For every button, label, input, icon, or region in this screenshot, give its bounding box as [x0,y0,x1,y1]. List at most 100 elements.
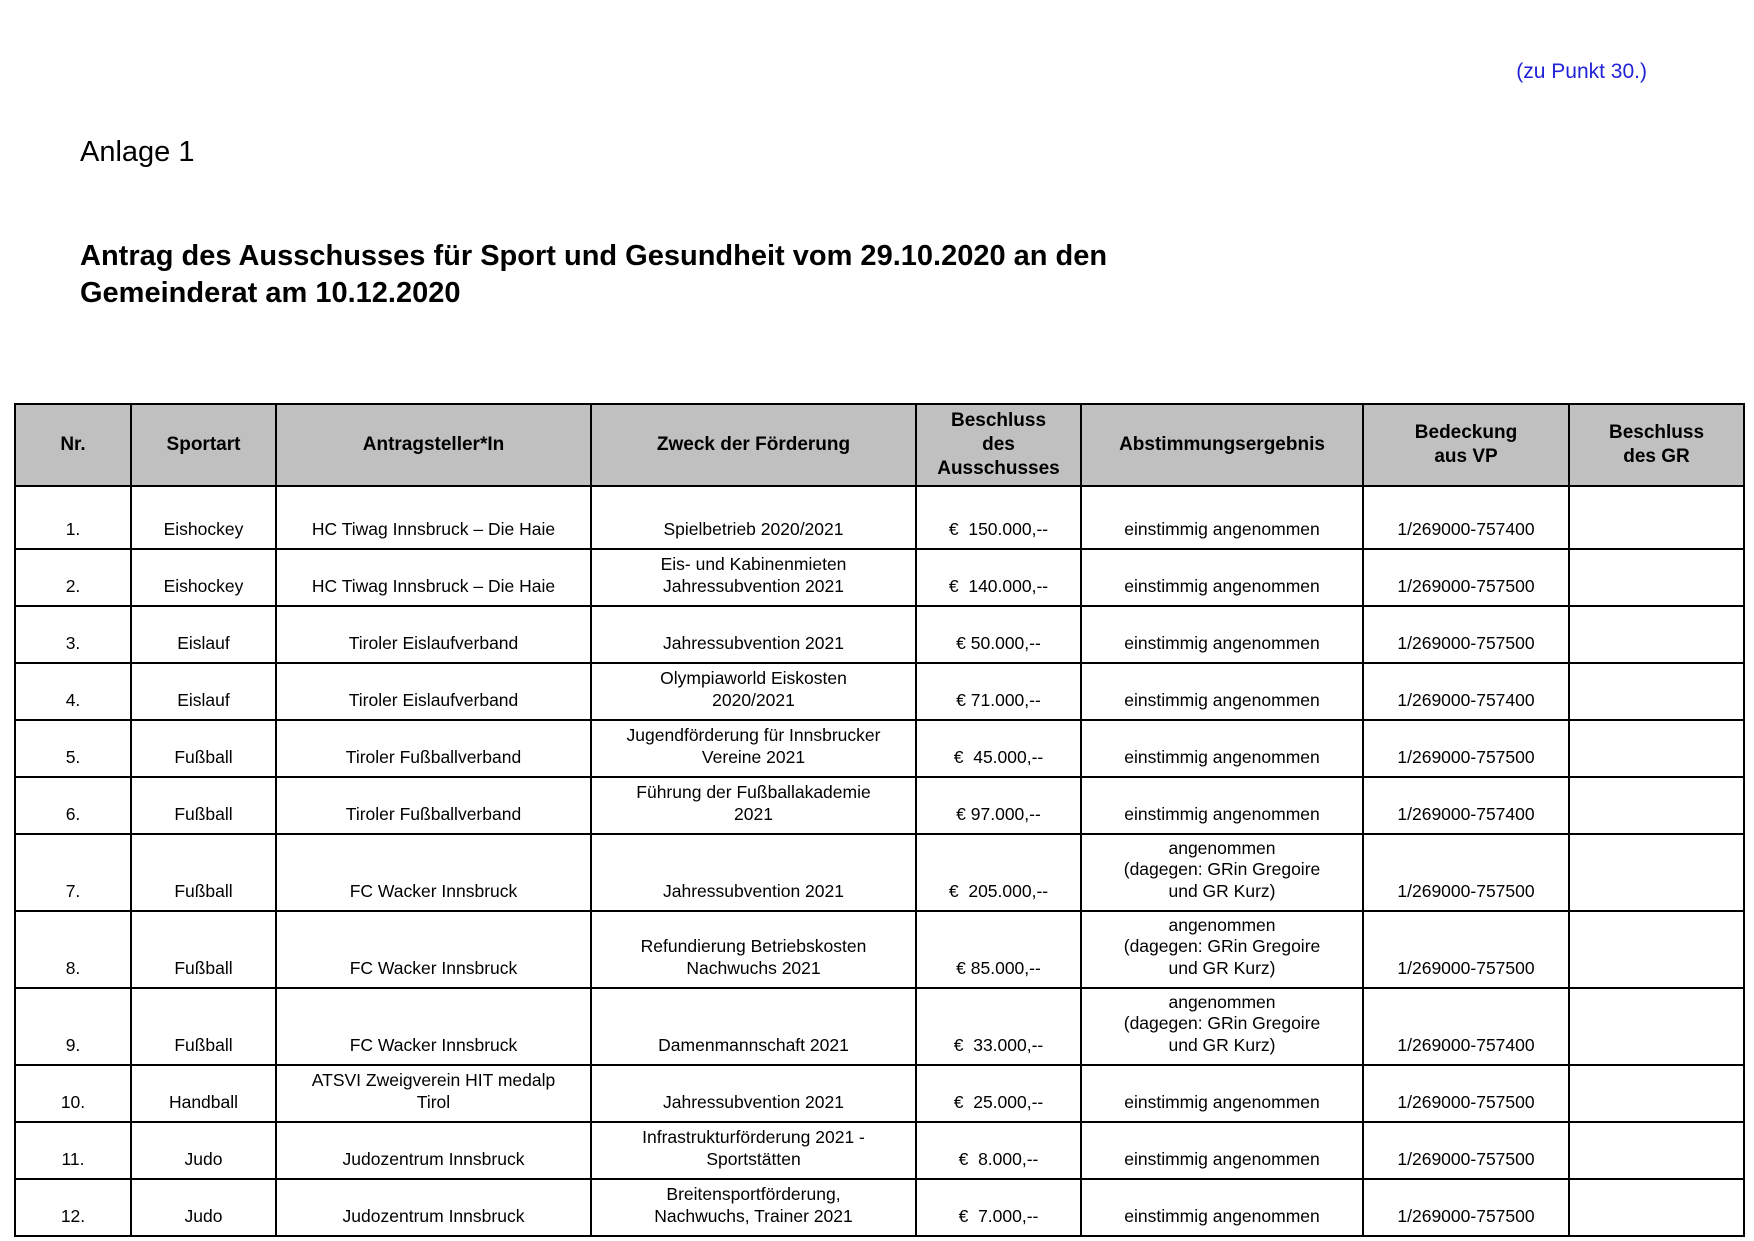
cell-antragsteller: Tiroler Eislaufverband [275,662,592,721]
cell-sportart: Fußball [130,776,277,835]
cell-sportart: Fußball [130,910,277,990]
document-title: Antrag des Ausschusses für Sport und Ges… [80,240,1108,309]
cell-zweck: Spielbetrieb 2020/2021 [590,485,917,550]
cell-bedeckung: 1/269000-757400 [1362,776,1570,835]
cell-beschluss: € 50.000,-- [915,605,1082,664]
table-row: 11. Judo Judozentrum Innsbruck Infrastruktu… [14,1121,1745,1181]
grant-table-header: Nr. Sportart Antragsteller*In Zweck der … [14,403,1745,487]
corner-reference-note: (zu Punkt 30.) [1516,60,1647,83]
column-header-abstimmungsergebnis: Abstimmungsergebnis [1080,403,1364,487]
cell-sportart: Handball [130,1064,277,1124]
cell-bedeckung: 1/269000-757400 [1362,662,1570,721]
cell-nr: 1. [14,485,132,550]
cell-nr: 12. [14,1178,132,1238]
cell-bedeckung: 1/269000-757500 [1362,605,1570,664]
table-row: 5. Fußball Tiroler Fußballverband Jugendför… [14,719,1745,778]
cell-abstimmung: einstimmig angenommen [1080,548,1364,607]
cell-abstimmung: angenommen (dagegen: GRin Gregoire und G… [1080,987,1364,1067]
cell-antragsteller: FC Wacker Innsbruck [275,987,592,1067]
cell-beschluss: € 205.000,-- [915,832,1082,913]
table-row: 3. Eislauf Tiroler Eislaufverband Jahressub… [14,605,1745,664]
cell-zweck: Jahressubvention 2021 [590,1064,917,1124]
cell-sportart: Judo [130,1178,277,1238]
cell-zweck: Eis- und Kabinenmieten Jahressubvention … [590,548,917,607]
cell-beschluss: € 8.000,-- [915,1121,1082,1181]
cell-beschluss_gr [1568,605,1745,664]
cell-beschluss: € 7.000,-- [915,1178,1082,1238]
cell-zweck: Führung der Fußballakademie 2021 [590,776,917,835]
cell-bedeckung: 1/269000-757500 [1362,910,1570,990]
annex-label: Anlage 1 [80,136,195,168]
cell-antragsteller: HC Tiwag Innsbruck – Die Haie [275,548,592,607]
cell-zweck: Jahressubvention 2021 [590,832,917,913]
cell-zweck: Damenmannschaft 2021 [590,987,917,1067]
cell-beschluss_gr [1568,662,1745,721]
table-row: 9. Fußball FC Wacker Innsbruck Damenmannsch… [14,987,1745,1067]
cell-abstimmung: einstimmig angenommen [1080,485,1364,550]
cell-abstimmung: einstimmig angenommen [1080,1178,1364,1238]
column-header-zweck: Zweck der Förderung [590,403,917,487]
column-header-sportart: Sportart [130,403,277,487]
cell-antragsteller: Tiroler Eislaufverband [275,605,592,664]
table-row: 8. Fußball FC Wacker Innsbruck Refundierung… [14,910,1745,990]
cell-antragsteller: FC Wacker Innsbruck [275,910,592,990]
cell-abstimmung: einstimmig angenommen [1080,662,1364,721]
cell-antragsteller: Judozentrum Innsbruck [275,1178,592,1238]
column-header-antragsteller: Antragsteller*In [275,403,592,487]
cell-sportart: Eislauf [130,662,277,721]
cell-beschluss_gr [1568,485,1745,550]
table-row: 4. Eislauf Tiroler Eislaufverband Olympiawo… [14,662,1745,721]
cell-antragsteller: Tiroler Fußballverband [275,719,592,778]
header-row: Nr. Sportart Antragsteller*In Zweck der … [14,403,1745,487]
cell-zweck: Breitensportförderung, Nachwuchs, Traine… [590,1178,917,1238]
cell-zweck: Olympiaworld Eiskosten 2020/2021 [590,662,917,721]
cell-abstimmung: angenommen (dagegen: GRin Gregoire und G… [1080,832,1364,913]
cell-nr: 8. [14,910,132,990]
cell-nr: 3. [14,605,132,664]
grant-table: Nr. Sportart Antragsteller*In Zweck der … [14,403,1745,1238]
cell-sportart: Eislauf [130,605,277,664]
cell-bedeckung: 1/269000-757500 [1362,548,1570,607]
cell-beschluss_gr [1568,548,1745,607]
cell-beschluss: € 150.000,-- [915,485,1082,550]
cell-beschluss: € 85.000,-- [915,910,1082,990]
cell-bedeckung: 1/269000-757500 [1362,832,1570,913]
cell-antragsteller: ATSVI Zweigverein HIT medalp Tirol [275,1064,592,1124]
cell-abstimmung: einstimmig angenommen [1080,1064,1364,1124]
cell-sportart: Fußball [130,719,277,778]
cell-beschluss_gr [1568,832,1745,913]
cell-beschluss_gr [1568,719,1745,778]
table-row: 12. Judo Judozentrum Innsbruck Breitensport… [14,1178,1745,1238]
cell-nr: 9. [14,987,132,1067]
cell-abstimmung: angenommen (dagegen: GRin Gregoire und G… [1080,910,1364,990]
table-row: 1. Eishockey HC Tiwag Innsbruck – Die Haie… [14,485,1745,550]
cell-sportart: Eishockey [130,485,277,550]
cell-zweck: Infrastrukturförderung 2021 - Sportstätt… [590,1121,917,1181]
cell-beschluss: € 33.000,-- [915,987,1082,1067]
column-header-beschluss-gr: Beschluss des GR [1568,403,1745,487]
cell-antragsteller: FC Wacker Innsbruck [275,832,592,913]
grant-table-body: 1. Eishockey HC Tiwag Innsbruck – Die Haie… [14,485,1745,1238]
cell-nr: 10. [14,1064,132,1124]
cell-beschluss_gr [1568,1064,1745,1124]
cell-beschluss_gr [1568,987,1745,1067]
cell-antragsteller: Tiroler Fußballverband [275,776,592,835]
cell-beschluss: € 25.000,-- [915,1064,1082,1124]
cell-bedeckung: 1/269000-757500 [1362,1121,1570,1181]
cell-beschluss_gr [1568,776,1745,835]
column-header-bedeckung: Bedeckung aus VP [1362,403,1570,487]
cell-sportart: Fußball [130,987,277,1067]
cell-abstimmung: einstimmig angenommen [1080,776,1364,835]
cell-antragsteller: HC Tiwag Innsbruck – Die Haie [275,485,592,550]
cell-beschluss_gr [1568,1178,1745,1238]
cell-nr: 4. [14,662,132,721]
cell-nr: 2. [14,548,132,607]
table-row: 6. Fußball Tiroler Fußballverband Führung d… [14,776,1745,835]
cell-nr: 7. [14,832,132,913]
cell-beschluss_gr [1568,910,1745,990]
cell-sportart: Judo [130,1121,277,1181]
cell-zweck: Jahressubvention 2021 [590,605,917,664]
cell-beschluss_gr [1568,1121,1745,1181]
cell-nr: 6. [14,776,132,835]
